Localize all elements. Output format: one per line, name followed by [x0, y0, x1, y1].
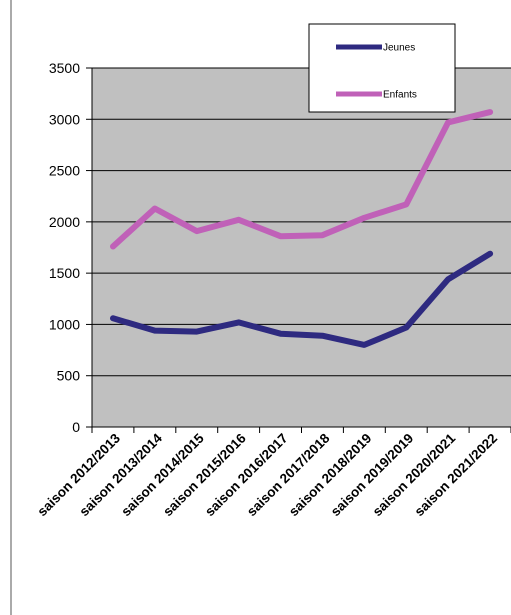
- y-tick-label: 2000: [49, 214, 80, 230]
- data-point-enfants: [278, 233, 284, 239]
- data-point-enfants: [445, 119, 451, 125]
- data-point-jeunes: [110, 315, 116, 321]
- axes: [86, 67, 511, 433]
- data-point-enfants: [487, 109, 493, 115]
- y-tick-label: 500: [57, 368, 81, 384]
- data-point-jeunes: [278, 331, 284, 337]
- data-point-jeunes: [361, 342, 367, 348]
- gridlines: [92, 67, 511, 377]
- y-tick-label: 3000: [49, 111, 80, 127]
- y-tick-label: 0: [72, 419, 80, 435]
- data-point-jeunes: [152, 328, 158, 334]
- plot-area: [92, 68, 511, 427]
- series-line-jeunes: [110, 250, 494, 348]
- data-point-enfants: [319, 232, 325, 238]
- data-point-enfants: [361, 215, 367, 221]
- series-lines: [110, 109, 494, 348]
- legend-label-jeunes: Jeunes: [383, 43, 415, 54]
- y-tick-label: 2500: [49, 163, 80, 179]
- y-tick-label: 1000: [49, 316, 80, 332]
- legend-box: [308, 23, 456, 113]
- data-point-jeunes: [487, 251, 493, 257]
- data-point-jeunes: [236, 319, 242, 325]
- legend-label-enfants: Enfants: [383, 90, 417, 101]
- data-point-enfants: [194, 228, 200, 234]
- data-point-jeunes: [403, 325, 409, 331]
- data-point-enfants: [152, 206, 158, 212]
- y-tick-label: 3500: [49, 60, 80, 76]
- data-point-enfants: [403, 201, 409, 207]
- data-point-enfants: [110, 243, 116, 249]
- data-point-jeunes: [319, 333, 325, 339]
- series-line-enfants: [110, 109, 494, 250]
- y-tick-label: 1500: [49, 265, 80, 281]
- y-axis-tick-labels: 0 500 1000 1500 2000 2500 3000 3500: [49, 60, 80, 435]
- data-point-jeunes: [445, 276, 451, 282]
- x-tick-label: saison 2021/2022: [412, 431, 501, 520]
- data-point-enfants: [236, 217, 242, 223]
- legend: Jeunes Enfants: [308, 23, 456, 113]
- data-point-jeunes: [194, 329, 200, 335]
